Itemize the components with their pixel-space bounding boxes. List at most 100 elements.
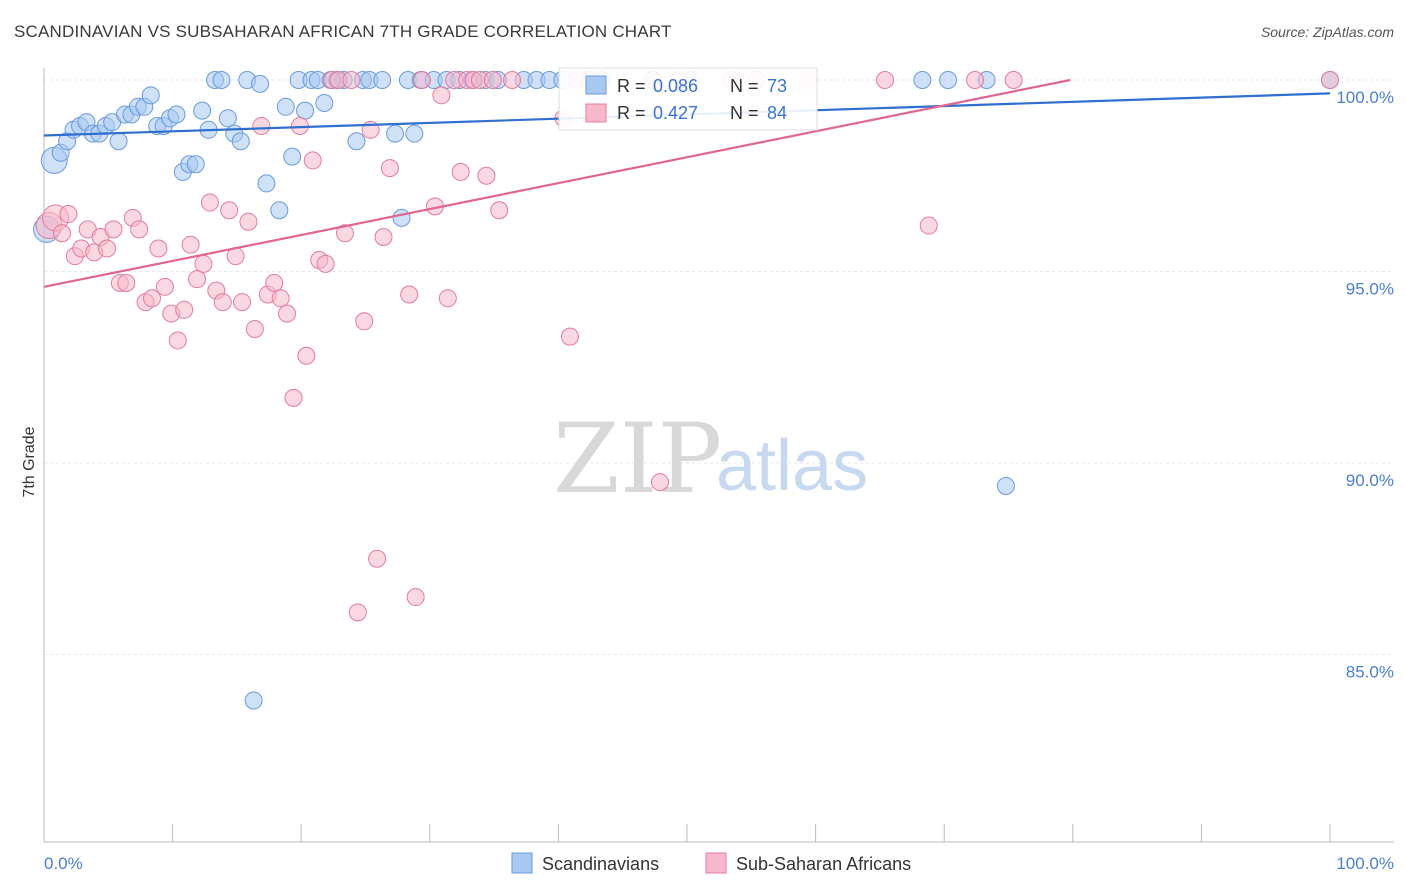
watermark-atlas: atlas [716,426,868,506]
point-subsaharan-12 [117,273,136,292]
point-scandinavians-11 [109,132,128,151]
point-subsaharan-66 [483,71,502,89]
point-scandinavians-68 [913,71,932,89]
stats-r-label-2: R = [617,103,646,123]
point-subsaharan-70 [560,327,579,346]
point-subsaharan-2 [53,224,72,243]
legend-label-scandinavians: Scandinavians [542,854,659,874]
point-subsaharan-23 [188,270,207,289]
series-scandinavians-points [33,71,1339,710]
stats-legend: R = 0.086 N = 73 R = 0.427 N = 84 [558,67,818,131]
point-subsaharan-83 [1321,71,1339,89]
point-subsaharan-80 [919,216,938,235]
stats-r-value-2: 0.427 [653,103,698,123]
source-label: Source: ZipAtlas.com [1260,24,1394,40]
y-tick-label-2: 90.0% [1346,471,1394,490]
point-subsaharan-56 [413,71,432,89]
point-subsaharan-74 [650,473,669,492]
point-subsaharan-67 [490,201,509,220]
point-scandinavians-30 [231,132,250,151]
point-subsaharan-43 [316,254,335,273]
point-subsaharan-52 [374,228,393,247]
point-subsaharan-53 [380,159,399,178]
x-tick-label-max: 100.0% [1336,854,1394,873]
point-subsaharan-24 [194,254,213,273]
y-tick-label-3: 85.0% [1346,663,1394,682]
point-subsaharan-28 [220,201,239,220]
point-subsaharan-31 [239,212,258,231]
y-axis-label: 7th Grade [21,426,38,497]
point-scandinavians-51 [392,208,411,227]
point-scandinavians-42 [315,93,334,112]
y-tick-label-1: 95.0% [1346,280,1394,299]
point-subsaharan-30 [233,293,252,312]
point-scandinavians-53 [405,124,424,143]
point-subsaharan-3 [59,205,78,224]
legend-swatch-scandinavians [511,852,533,874]
series-subsaharan-points [35,71,1339,622]
legend-label-subsaharan: Sub-Saharan Africans [736,854,911,874]
point-subsaharan-32 [245,319,264,338]
stats-r-label-1: R = [617,76,646,96]
stats-r-value-1: 0.086 [653,76,698,96]
point-scandinavians-32 [244,691,263,710]
point-subsaharan-10 [104,220,123,239]
point-scandinavians-46 [347,132,366,151]
point-subsaharan-58 [432,86,451,105]
point-subsaharan-14 [130,220,149,239]
point-scandinavians-36 [276,97,295,116]
legend-swatch-subsaharan [705,852,727,874]
point-subsaharan-55 [406,588,425,607]
axes [43,68,1394,843]
point-subsaharan-49 [355,312,374,331]
x-tick-label-min: 0.0% [44,854,83,873]
point-subsaharan-21 [175,300,194,319]
point-subsaharan-27 [213,293,232,312]
stats-swatch-scandinavians [585,75,607,95]
point-scandinavians-16 [141,86,160,105]
point-subsaharan-48 [348,603,367,622]
point-subsaharan-47 [342,71,361,89]
point-subsaharan-79 [876,71,895,89]
point-subsaharan-68 [503,71,522,89]
point-subsaharan-33 [252,116,271,135]
point-subsaharan-59 [438,289,457,308]
point-subsaharan-37 [278,304,297,323]
point-subsaharan-65 [477,166,496,185]
point-subsaharan-18 [155,277,174,296]
watermark-zip: ZIP [553,403,722,515]
point-subsaharan-54 [400,285,419,304]
stats-n-label-2: N = [730,103,759,123]
point-scandinavians-69 [939,71,958,89]
point-scandinavians-37 [283,147,302,166]
chart-title: SCANDINAVIAN VS SUBSAHARAN AFRICAN 7TH G… [14,22,672,41]
point-subsaharan-20 [168,331,187,350]
point-subsaharan-46 [335,224,354,243]
point-scandinavians-23 [186,155,205,174]
point-subsaharan-22 [181,235,200,254]
point-scandinavians-33 [251,74,270,93]
point-scandinavians-39 [296,101,315,120]
trend-line-subsaharan [43,78,1071,288]
point-scandinavians-20 [167,105,186,124]
stats-n-value-1: 73 [767,76,787,96]
y-tick-labels: 100.0% 95.0% 90.0% 85.0% [1336,88,1394,682]
point-subsaharan-25 [200,193,219,212]
point-scandinavians-49 [373,71,392,89]
bottom-legend: Scandinavians Sub-Saharan Africans [511,852,911,874]
stats-n-label-1: N = [730,76,759,96]
point-subsaharan-38 [284,388,303,407]
point-subsaharan-81 [966,71,985,89]
point-subsaharan-41 [303,151,322,170]
point-subsaharan-36 [271,289,290,308]
stats-n-value-2: 84 [767,103,787,123]
point-scandinavians-35 [270,201,289,220]
y-tick-label-0: 100.0% [1336,88,1394,107]
point-subsaharan-17 [149,239,168,258]
point-scandinavians-28 [218,109,237,128]
point-scandinavians-24 [193,101,212,120]
point-scandinavians-50 [386,124,405,143]
point-scandinavians-71 [996,476,1015,495]
stats-swatch-subsaharan [585,103,607,123]
